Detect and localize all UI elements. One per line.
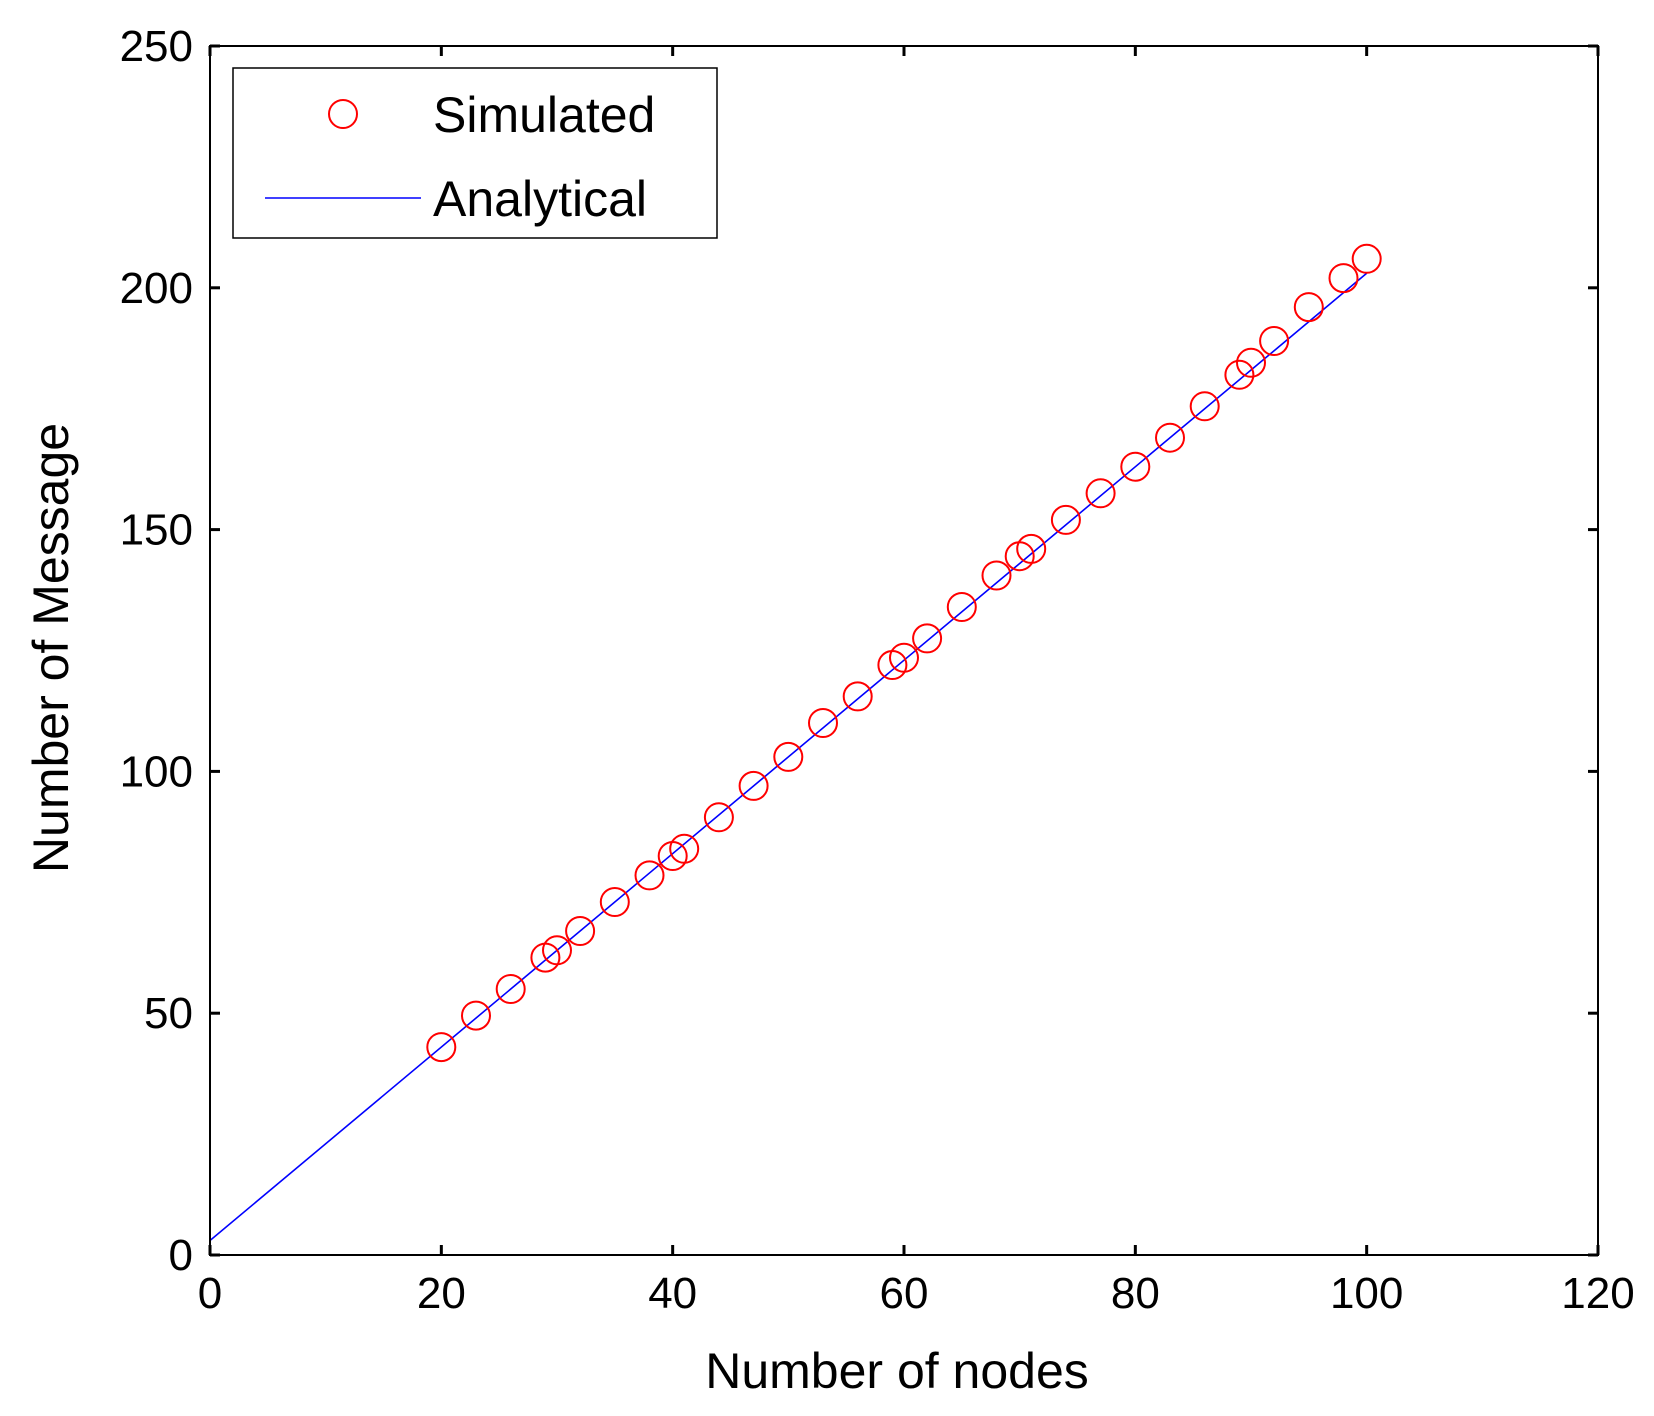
data-point-simulated <box>542 935 572 966</box>
data-point-simulated <box>773 741 804 772</box>
legend: Simulated Analytical <box>232 67 718 239</box>
data-point-simulated <box>599 887 630 917</box>
y-tick-label: 50 <box>144 989 193 1038</box>
data-point-simulated <box>1293 292 1324 323</box>
legend-label-simulated: Simulated <box>433 87 655 143</box>
y-tick-label: 200 <box>120 264 193 313</box>
x-tick-label: 0 <box>198 1269 222 1318</box>
data-point-simulated <box>1224 359 1255 390</box>
data-point-simulated <box>912 623 943 654</box>
x-tick-label: 20 <box>417 1269 466 1318</box>
data-point-simulated <box>1120 451 1151 482</box>
x-tick-label: 80 <box>1111 1269 1160 1318</box>
legend-box <box>232 67 718 239</box>
y-tick-label: 250 <box>120 22 193 71</box>
data-point-simulated <box>1155 422 1185 453</box>
data-point-simulated <box>808 708 838 738</box>
y-axis-label: Number of Message <box>23 423 79 873</box>
data-point-simulated <box>1328 263 1359 294</box>
data-point-simulated <box>669 833 700 864</box>
series-line-analytical <box>209 272 1368 1242</box>
x-tick-label: 100 <box>1330 1269 1403 1318</box>
data-point-simulated <box>495 974 526 1004</box>
data-point-simulated <box>1259 326 1290 356</box>
data-point-simulated <box>634 860 665 891</box>
data-point-simulated <box>738 770 769 801</box>
axes: 0 20 40 60 80 100 120 0 50 100 150 200 250 <box>120 22 1635 1318</box>
legend-label-analytical: Analytical <box>433 171 647 227</box>
y-tick-label: 150 <box>120 506 193 555</box>
data-point-simulated <box>1351 243 1382 274</box>
y-tick-label: 0 <box>169 1231 193 1280</box>
x-tick-label: 60 <box>880 1269 929 1318</box>
x-axis-label: Number of nodes <box>705 1343 1089 1399</box>
legend-marker-simulated <box>328 99 358 129</box>
data-point-simulated <box>1189 391 1220 422</box>
x-tick-label: 120 <box>1561 1269 1634 1318</box>
data-point-simulated <box>981 560 1012 591</box>
data-point-simulated <box>1050 504 1081 535</box>
data-point-simulated <box>426 1032 457 1063</box>
data-point-simulated <box>889 642 919 673</box>
data-point-simulated <box>461 1000 491 1031</box>
plot-area <box>209 243 1382 1242</box>
data-point-simulated <box>842 681 873 712</box>
data-point-simulated <box>703 802 734 833</box>
data-point-simulated <box>946 592 977 622</box>
x-tick-label: 40 <box>648 1269 697 1318</box>
data-point-simulated <box>565 916 596 946</box>
data-point-simulated <box>1085 478 1116 509</box>
data-point-simulated <box>1016 533 1047 564</box>
y-tick-label: 100 <box>120 747 193 796</box>
data-point-simulated <box>1236 347 1266 378</box>
